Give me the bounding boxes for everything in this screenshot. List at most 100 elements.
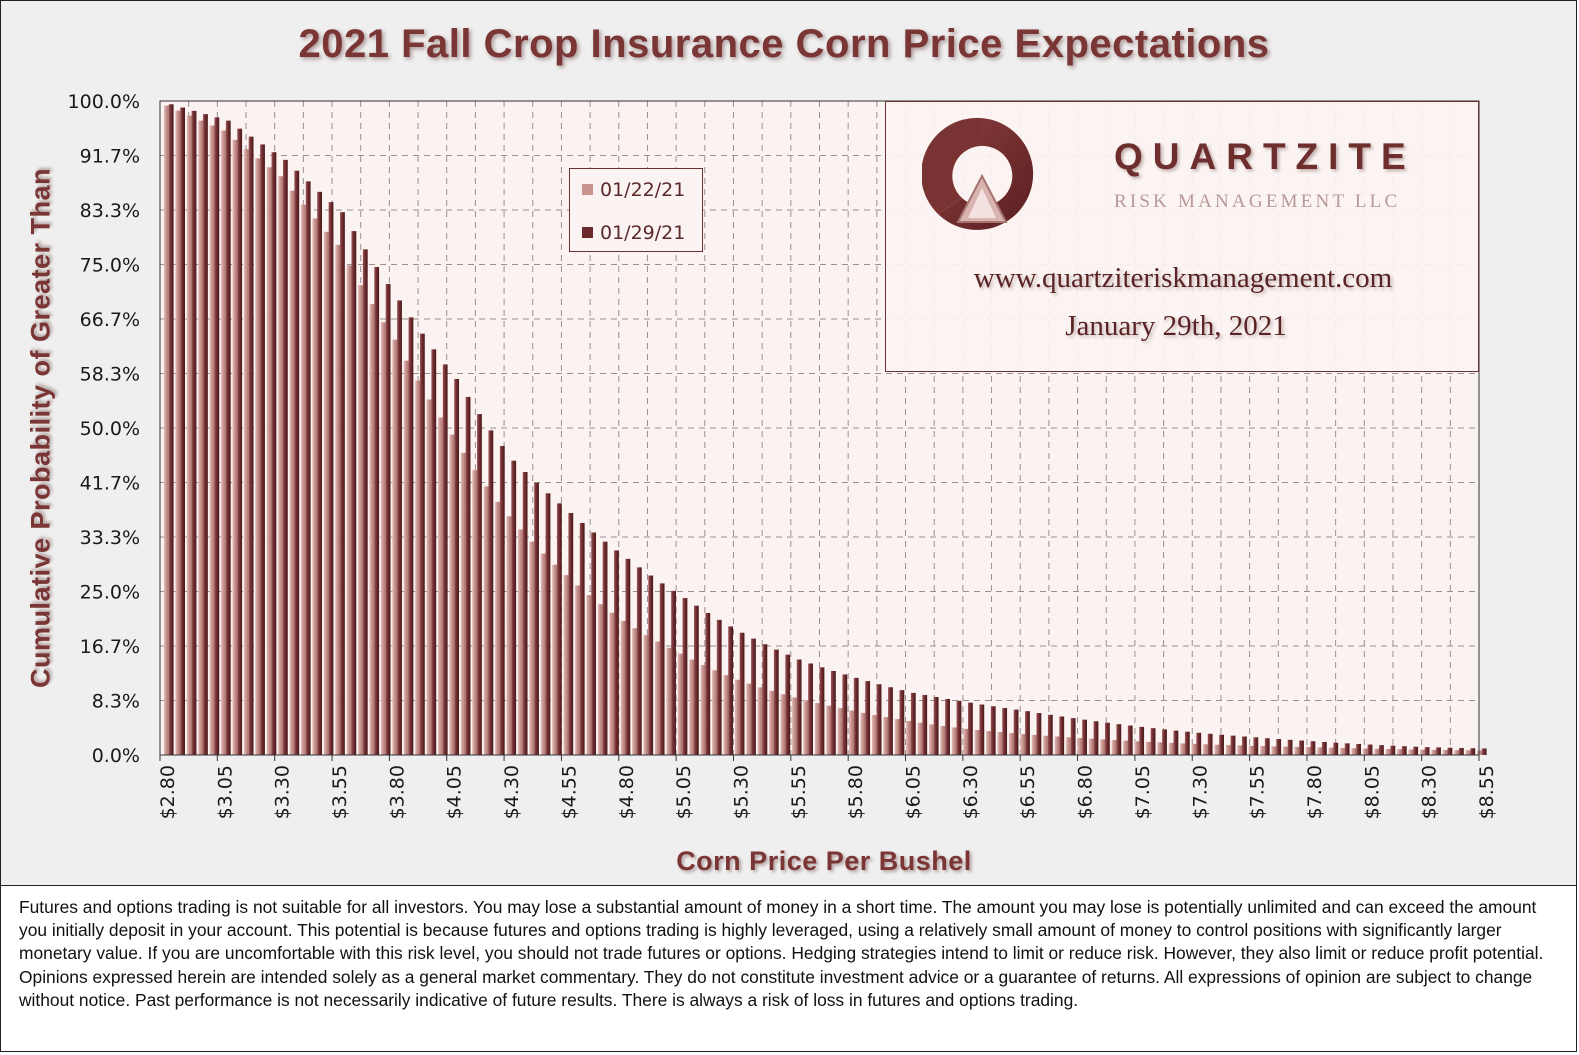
- bar-0122: [380, 322, 386, 755]
- y-tick-label: 41.7%: [80, 473, 140, 495]
- bar-0122: [1054, 736, 1060, 755]
- bar-0129: [1253, 737, 1259, 755]
- bar-0122: [323, 231, 329, 755]
- bar-0129: [454, 378, 460, 755]
- bar-0122: [552, 564, 557, 755]
- bar-0122: [814, 703, 820, 755]
- x-tick-label: $4.30: [501, 765, 523, 819]
- bar-0129: [1356, 743, 1361, 755]
- bar-0122: [620, 620, 626, 755]
- bar-0129: [648, 575, 654, 755]
- bar-0122: [1339, 747, 1345, 755]
- y-axis-label: Cumulative Probability of Greater Than: [25, 167, 56, 689]
- bar-0129: [1390, 745, 1396, 755]
- bar-0129: [340, 212, 345, 755]
- bar-0129: [1105, 722, 1110, 755]
- x-tick-label: $6.55: [1017, 765, 1039, 819]
- bar-0129: [499, 445, 505, 755]
- bar-0122: [1294, 746, 1300, 755]
- bar-0129: [1150, 728, 1156, 755]
- y-axis-ticks: 0.0% 8.3% 16.7% 25.0% 33.3% 41.7% 50.0% 58.3% 66…: [68, 91, 140, 767]
- bar-0129: [739, 632, 745, 755]
- bar-0122: [883, 717, 889, 755]
- bar-0122: [1180, 743, 1185, 755]
- x-tick-label: $4.05: [444, 765, 466, 819]
- bar-0129: [351, 231, 357, 755]
- bar-0129: [785, 654, 791, 755]
- bar-0129: [808, 663, 813, 755]
- bar-0129: [773, 649, 779, 755]
- bar-0129: [614, 550, 619, 755]
- quartzite-logo-panel: QUARTZITE RISK MANAGEMENT LLC www.quartz…: [885, 101, 1479, 372]
- bar-0129: [1264, 738, 1270, 755]
- bar-0122: [517, 529, 523, 755]
- bar-0129: [591, 532, 597, 755]
- bar-0122: [1282, 746, 1288, 755]
- bar-0129: [556, 503, 562, 755]
- bar-0129: [899, 690, 905, 755]
- bar-0129: [1299, 740, 1304, 755]
- bar-0129: [1093, 721, 1099, 755]
- bar-0122: [997, 732, 1003, 755]
- bar-0129: [1276, 739, 1282, 755]
- y-tick-label: 75.0%: [80, 255, 140, 277]
- bar-0129: [979, 704, 985, 755]
- bar-0122: [597, 604, 603, 755]
- bar-0122: [1191, 743, 1197, 755]
- y-tick-label: 33.3%: [80, 527, 140, 549]
- bar-0122: [369, 304, 375, 755]
- bar-0129: [1310, 741, 1316, 755]
- bar-0129: [671, 590, 676, 755]
- bar-0129: [910, 692, 916, 755]
- bar-0122: [1214, 744, 1220, 755]
- x-tick-label: $7.55: [1247, 765, 1269, 819]
- bar-0122: [540, 553, 546, 755]
- bar-0122: [837, 708, 843, 755]
- bar-0129: [716, 619, 722, 755]
- bar-0129: [1139, 726, 1145, 755]
- bar-0129: [853, 677, 859, 755]
- bar-0129: [579, 522, 585, 755]
- bar-0129: [1242, 736, 1247, 755]
- bar-0129: [1196, 732, 1202, 755]
- bar-0129: [1230, 735, 1236, 755]
- bar-0129: [728, 626, 734, 755]
- y-tick-label: 0.0%: [92, 745, 140, 767]
- bar-0122: [198, 120, 204, 755]
- bar-0129: [945, 698, 950, 755]
- x-tick-label: $3.05: [214, 765, 236, 819]
- bar-0129: [180, 107, 186, 756]
- bar-0122: [1065, 737, 1071, 755]
- bar-0122: [894, 719, 900, 755]
- bar-0129: [693, 605, 699, 755]
- disclaimer-text: Futures and options trading is not suita…: [0, 886, 1577, 1052]
- bar-0122: [1465, 750, 1471, 755]
- bar-0129: [1173, 730, 1179, 755]
- bar-0129: [1116, 724, 1122, 755]
- bar-0129: [374, 267, 380, 755]
- bar-0129: [568, 513, 574, 755]
- bar-0122: [1248, 745, 1254, 755]
- bar-0122: [1020, 734, 1026, 755]
- logo-company-name: QUARTZITE: [1114, 136, 1416, 177]
- bar-0129: [545, 493, 551, 755]
- bar-0122: [1043, 735, 1048, 755]
- x-tick-label: $3.55: [329, 765, 351, 819]
- bar-0122: [1225, 745, 1231, 755]
- bar-0129: [888, 687, 893, 755]
- bar-0122: [986, 731, 991, 755]
- bar-0122: [1408, 749, 1414, 755]
- bar-0122: [278, 176, 283, 755]
- bar-0122: [164, 105, 169, 755]
- bar-0122: [1088, 738, 1094, 755]
- bar-0122: [643, 635, 649, 755]
- legend-label-0129: 01/29/21: [600, 222, 686, 244]
- bar-0122: [563, 575, 569, 755]
- y-tick-label: 100.0%: [68, 91, 140, 113]
- bar-0122: [632, 628, 637, 755]
- bar-0122: [460, 452, 466, 755]
- bar-0122: [1328, 747, 1334, 755]
- bar-0122: [1305, 747, 1311, 755]
- bar-0122: [1237, 745, 1243, 755]
- quartzite-logo-icon: [922, 117, 1034, 230]
